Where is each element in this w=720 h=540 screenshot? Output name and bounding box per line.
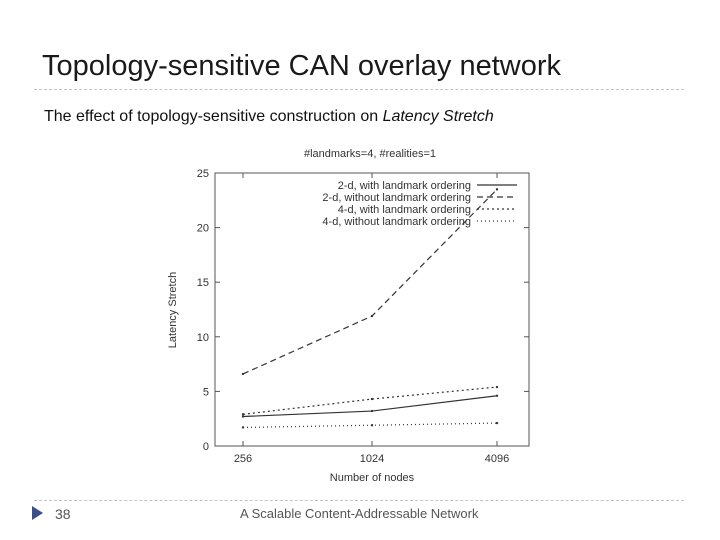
series-4-point — [370, 424, 374, 427]
x-axis: 256 1024 4096 — [234, 173, 509, 465]
title-divider — [34, 89, 684, 90]
bullet-arrow-icon — [32, 506, 43, 520]
y-axis-label: Latency Stretch — [167, 272, 179, 348]
series-3-point — [241, 413, 245, 416]
y-tick-label: 25 — [197, 168, 209, 180]
y-tick-label: 0 — [203, 441, 209, 453]
x-tick-label: 4096 — [485, 453, 509, 465]
series-3-point — [495, 385, 499, 389]
slide-title: Topology-sensitive CAN overlay network — [42, 50, 561, 82]
subtitle-emphasis: Latency Stretch — [382, 108, 494, 125]
legend-label-4: 4-d, without landmark ordering — [322, 216, 471, 228]
y-tick-label: 15 — [197, 277, 209, 289]
x-tick-label: 256 — [234, 453, 252, 465]
chart-title: #landmarks=4, #realities=1 — [304, 148, 436, 160]
y-tick-label: 20 — [197, 223, 209, 235]
y-axis: 0 5 10 15 20 25 — [197, 168, 529, 453]
x-tick-label: 1024 — [360, 453, 384, 465]
series-line-1 — [242, 395, 498, 418]
x-axis-label: Number of nodes — [330, 472, 415, 484]
footer-text: A Scalable Content-Addressable Network — [240, 506, 479, 521]
series-4-point — [241, 426, 245, 429]
series-1-point — [495, 394, 499, 397]
subtitle-text: The effect of topology-sensitive constru… — [44, 108, 383, 125]
legend-label-1: 2-d, with landmark ordering — [338, 180, 471, 192]
slide-subtitle: The effect of topology-sensitive constru… — [44, 108, 494, 126]
series-2-point — [241, 372, 245, 376]
series-lines — [241, 188, 499, 429]
series-2-point — [370, 314, 374, 318]
page-number: 38 — [55, 506, 71, 522]
footer-divider — [34, 500, 684, 501]
legend-label-2: 2-d, without landmark ordering — [322, 192, 471, 204]
y-tick-label: 10 — [197, 332, 209, 344]
series-2-point — [495, 188, 499, 191]
series-1-point — [241, 415, 245, 418]
series-1-point — [370, 409, 374, 413]
series-line-4 — [242, 422, 498, 429]
series-4-point — [495, 421, 499, 425]
y-tick-label: 5 — [203, 386, 209, 398]
legend-label-3: 4-d, with landmark ordering — [338, 204, 471, 216]
latency-stretch-chart: #landmarks=4, #realities=1 0 5 10 15 20 25 25… — [167, 148, 530, 484]
series-3-point — [370, 397, 374, 401]
